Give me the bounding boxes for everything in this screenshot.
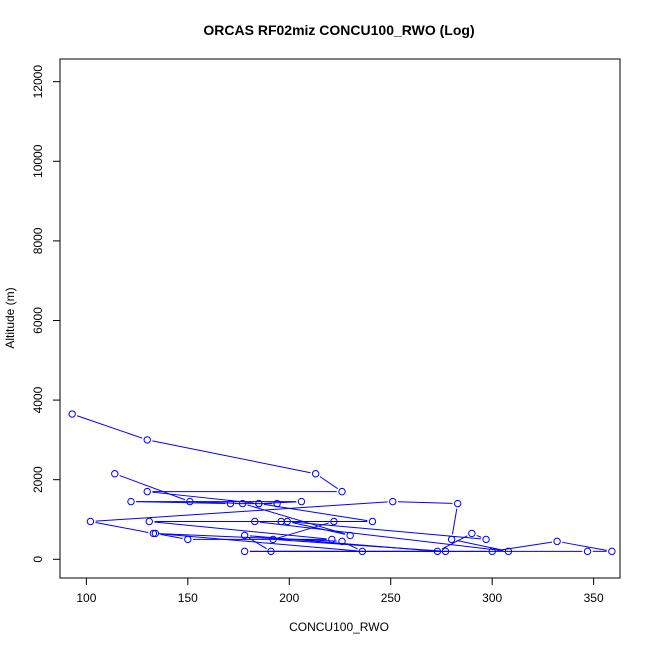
data-point (273, 499, 281, 508)
series-segment (451, 508, 458, 535)
data-point (608, 547, 616, 556)
data-point (468, 529, 476, 538)
series-segment (249, 535, 433, 552)
series-layer (68, 410, 616, 556)
data-point (127, 497, 135, 506)
data-point (553, 537, 561, 546)
data-point (269, 535, 277, 544)
x-tick-label: 100 (76, 591, 96, 605)
y-tick-label: 0 (31, 556, 45, 563)
data-point (240, 531, 249, 540)
data-point (143, 487, 151, 496)
series-segment (248, 537, 267, 550)
data-point (330, 517, 338, 526)
data-point (68, 410, 76, 418)
data-point (433, 547, 442, 556)
data-point (143, 436, 151, 444)
series-segment (292, 521, 481, 540)
x-axis-label: CONCU100_RWO (289, 620, 389, 634)
x-tick-label: 150 (178, 591, 198, 605)
data-point (346, 531, 354, 540)
y-axis: 0 2000 4000 6000 8000 10000 12000 (31, 65, 61, 563)
data-point (149, 529, 158, 538)
data-point (311, 470, 320, 478)
data-point (453, 499, 462, 508)
data-point (86, 517, 95, 526)
data-point (267, 547, 275, 556)
data-point (283, 517, 291, 526)
y-tick-label: 12000 (31, 65, 45, 99)
series-segment (195, 501, 238, 504)
data-point (226, 499, 235, 508)
data-point (186, 497, 194, 506)
data-point (338, 537, 346, 546)
y-tick-label: 10000 (31, 144, 45, 178)
series-segment (456, 539, 504, 551)
y-tick-label: 4000 (31, 386, 45, 413)
data-point (482, 535, 490, 544)
x-tick-label: 250 (381, 591, 401, 605)
data-point (504, 547, 513, 556)
series-segment (441, 535, 468, 550)
series-segment (259, 521, 504, 552)
series-segment (397, 501, 453, 504)
series-segment (263, 503, 368, 522)
x-tick-label: 300 (482, 591, 502, 605)
y-tick-label: 2000 (31, 466, 45, 493)
series-segment (95, 501, 388, 522)
plot-frame (59, 58, 621, 579)
data-point (111, 470, 119, 478)
series-segment (160, 533, 183, 539)
series-segment (160, 533, 358, 552)
series-segment (247, 504, 346, 535)
data-point (447, 535, 456, 544)
data-point (255, 499, 263, 508)
data-point (240, 547, 249, 556)
data-point (184, 535, 192, 544)
series-segment (152, 440, 311, 474)
data-point (488, 547, 496, 556)
series-segment (154, 521, 327, 540)
data-point (151, 529, 160, 538)
series-segment (319, 476, 339, 490)
data-point (145, 517, 153, 526)
series-segment (119, 475, 186, 501)
series-segment (76, 415, 143, 439)
data-point (251, 517, 259, 526)
data-point (328, 535, 336, 544)
data-point (297, 497, 306, 506)
series-segment (277, 522, 330, 539)
chart-title: ORCAS RF02miz CONCU100_RWO (Log) (203, 22, 474, 38)
y-tick-label: 6000 (31, 307, 45, 334)
series-segment (562, 541, 607, 551)
y-tick-label: 8000 (31, 227, 45, 254)
data-point (338, 487, 346, 496)
series-segment (136, 501, 226, 504)
series-segment (292, 522, 346, 535)
y-axis-label: Altitude (m) (3, 287, 17, 348)
data-point (583, 547, 592, 556)
series-segment (476, 534, 482, 538)
series-segment (95, 521, 149, 533)
data-point (389, 497, 397, 506)
data-point (441, 547, 450, 556)
data-point (358, 547, 367, 556)
x-axis: 100 150 200 250 300 350 (76, 577, 604, 605)
x-tick-label: 350 (584, 591, 604, 605)
data-point (368, 517, 377, 526)
data-point (238, 499, 247, 508)
x-tick-label: 200 (279, 591, 299, 605)
